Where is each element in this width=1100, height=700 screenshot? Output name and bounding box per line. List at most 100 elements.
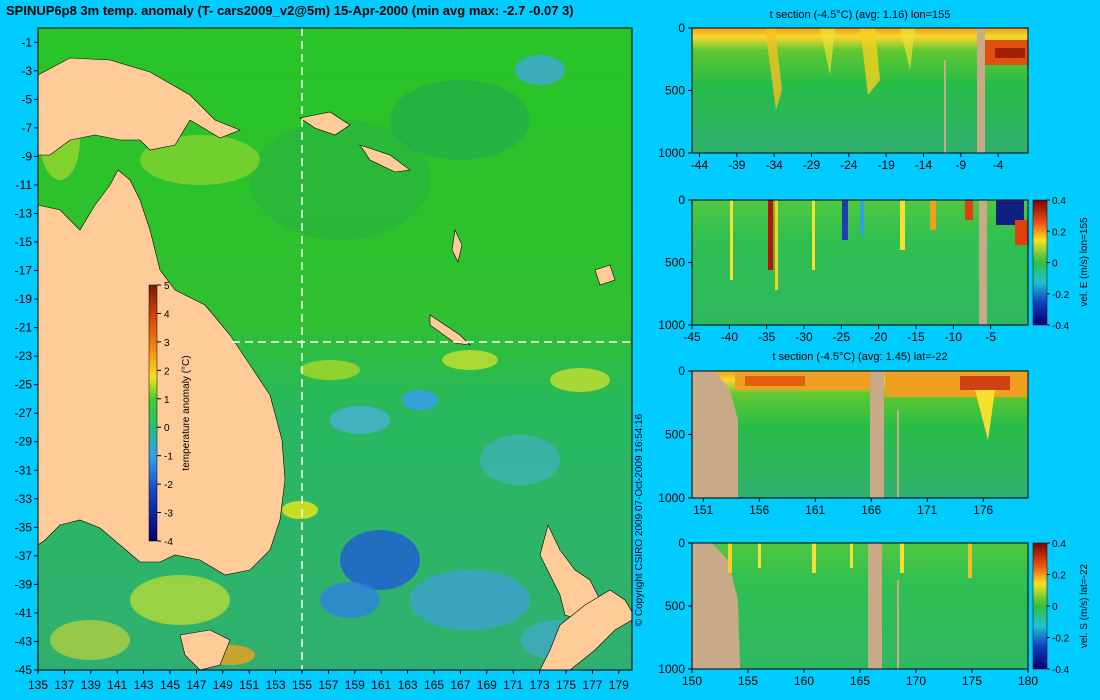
warm-plume <box>860 28 880 95</box>
map-eddies <box>40 55 610 665</box>
panel2-x-axis: -45 -40 -35 -30 -25 -20 -15 -10 -5 <box>683 325 996 344</box>
map-x-tick-label: 161 <box>371 678 391 692</box>
map-y-tick-label: -9 <box>21 149 32 163</box>
map-x-tick-label: 171 <box>503 678 523 692</box>
map-y-tick-label: -19 <box>15 292 33 306</box>
panel1-x-tick-label: -44 <box>691 158 709 172</box>
map-x-tick-label: 149 <box>213 678 233 692</box>
map-y-tick-label: -37 <box>15 549 33 563</box>
map-x-tick-label: 169 <box>477 678 497 692</box>
map-y-tick-label: -23 <box>15 349 33 363</box>
eddy <box>140 135 260 185</box>
panel3-x-tick-label: 166 <box>861 503 881 517</box>
eddy <box>250 120 430 240</box>
panel-temp-lon155: t section (-4.5°C) (avg: 1.16) lon=155 0… <box>658 9 1029 172</box>
panel1-x-tick-label: -4 <box>993 158 1004 172</box>
panel2-colorbar-tick-label: 0 <box>1052 259 1058 270</box>
map-x-tick-label: 153 <box>266 678 286 692</box>
panel2-x-tick-label: -15 <box>907 330 925 344</box>
panel4-y-tick-label: 0 <box>678 536 685 550</box>
jet-stripe <box>728 543 732 573</box>
eddy <box>130 575 230 625</box>
panel2-y-tick-label: 500 <box>665 256 685 270</box>
jet-stripe <box>775 200 778 290</box>
map-x-tick-label: 145 <box>160 678 180 692</box>
map-x-tick-label: 137 <box>54 678 74 692</box>
map-y-axis: -1 -3 -5 -7 -9 -11 -13 -15 -17 -19 -21 -23 -25 -27 -29… <box>15 35 38 677</box>
panel1-x-tick-label: -19 <box>877 158 895 172</box>
eddy <box>330 406 390 434</box>
map-x-tick-label: 159 <box>345 678 365 692</box>
temperature-colorbar-tick-label: -1 <box>164 452 173 463</box>
map-x-tick-label: 173 <box>530 678 550 692</box>
jet-stripe <box>812 200 815 270</box>
temperature-colorbar-tick-label: 4 <box>164 309 170 320</box>
main-title: SPINUP6p8 3m temp. anomaly (T- cars2009_… <box>6 3 574 18</box>
panel1-features <box>765 28 1028 153</box>
panel-velS-lat-22: 0 500 1000 150 155 160 165 170 175 180 0.4 0.2 0 -0… <box>658 536 1090 688</box>
panel4-x-tick-label: 155 <box>738 674 758 688</box>
map-y-tick-label: -7 <box>21 121 32 135</box>
map-y-tick-label: -17 <box>15 264 33 278</box>
temperature-colorbar-label: temperature anomaly (°C) <box>181 355 192 470</box>
jet-stripe <box>850 543 853 568</box>
eddy <box>402 390 438 410</box>
map-y-tick-label: -15 <box>15 235 33 249</box>
copyright-text: © Copyright CSIRO 2009 07-Oct-2009 16:54… <box>634 413 645 626</box>
panel4-x-axis: 150 155 160 165 170 175 180 <box>682 669 1038 688</box>
panel2-colorbar-tick-label: 0.2 <box>1052 227 1066 238</box>
seafloor-bar <box>977 28 985 153</box>
map-panel: -1-3-5-7-9-11-13-15-17-19-21-23-25-27-29… <box>15 27 633 692</box>
temperature-colorbar-tick-label: -2 <box>164 480 173 491</box>
panel4-colorbar-ticks: 0.4 0.2 0 -0.2 -0.4 <box>1047 539 1070 676</box>
eddy <box>320 582 380 618</box>
panel2-y-tick-label: 0 <box>678 193 685 207</box>
panel1-y-tick-label: 0 <box>678 21 685 35</box>
land-solomons <box>359 144 411 173</box>
temperature-colorbar-tick-label: 3 <box>164 338 170 349</box>
map-x-tick-label: 143 <box>134 678 154 692</box>
temperature-colorbar-tick-label: -3 <box>164 509 173 520</box>
map-y-tick-label: -27 <box>15 406 33 420</box>
panel3-features <box>692 371 1028 498</box>
land-new-guinea <box>37 57 241 156</box>
map-y-tick-label: -33 <box>15 492 33 506</box>
map-y-tick-label: -3 <box>21 64 32 78</box>
eddy <box>442 350 498 370</box>
panel4-body <box>692 543 1028 669</box>
map-frame <box>37 27 633 671</box>
panel1-y-tick-label: 500 <box>665 84 685 98</box>
map-x-tick-label: 147 <box>186 678 206 692</box>
panel4-x-tick-label: 160 <box>794 674 814 688</box>
red-core <box>1015 220 1028 245</box>
map-x-tick-label: 167 <box>450 678 470 692</box>
map-y-tick-label: -43 <box>15 634 33 648</box>
panel4-features <box>692 543 972 669</box>
land-new-britain <box>299 111 351 136</box>
temperature-colorbar-tick-label: 1 <box>164 395 170 406</box>
temperature-colorbar: 5 4 3 2 1 0 -1 -2 -3 -4 temperature anomaly (°C) <box>148 281 192 548</box>
map-y-tick-label: -31 <box>15 463 33 477</box>
land-australia <box>37 169 286 576</box>
panel4-x-tick-label: 150 <box>682 674 702 688</box>
panel4-y-tick-label: 500 <box>665 599 685 613</box>
map-x-tick-label: 139 <box>81 678 101 692</box>
map-y-tick-label: -13 <box>15 206 33 220</box>
temperature-colorbar-tick-label: 2 <box>164 366 170 377</box>
temperature-colorbar-tick-label: 0 <box>164 423 170 434</box>
panel3-y-tick-label: 0 <box>678 364 685 378</box>
map-y-tick-label: -45 <box>15 663 33 677</box>
map-x-tick-label: 165 <box>424 678 444 692</box>
panel4-x-tick-label: 180 <box>1018 674 1038 688</box>
jet-stripe <box>730 200 733 280</box>
panel2-x-tick-label: -35 <box>758 330 776 344</box>
panel1-y-tick-label: 1000 <box>658 146 685 160</box>
panel3-y-axis: 0 500 1000 <box>658 364 692 505</box>
map-x-tick-label: 175 <box>556 678 576 692</box>
map-x-axis: 135 137 139 141 143 145 147 149 151 153 155 157 159 1… <box>28 670 629 692</box>
map-y-tick-label: -25 <box>15 378 33 392</box>
panel4-x-tick-label: 175 <box>962 674 982 688</box>
eddy <box>300 360 360 380</box>
panel1-x-tick-label: -34 <box>765 158 783 172</box>
jet-stripe <box>930 200 936 230</box>
